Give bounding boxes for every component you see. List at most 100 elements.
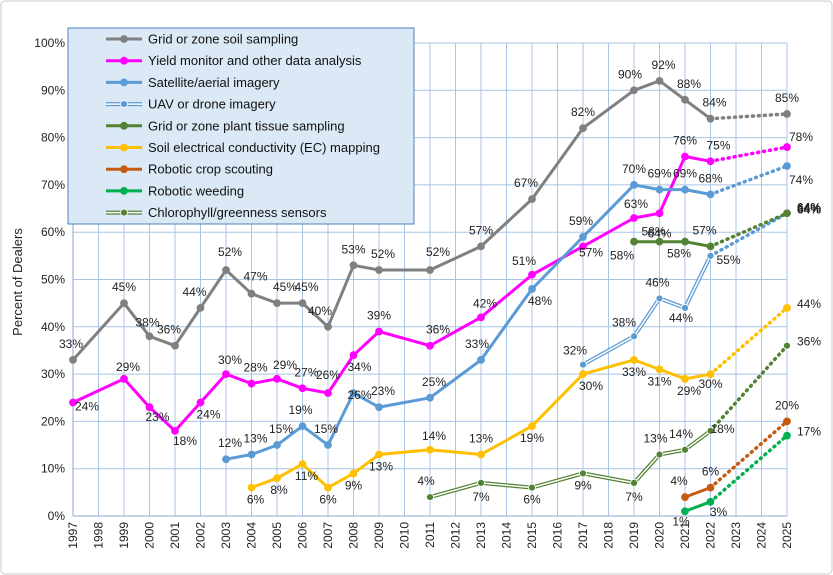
data-label: 15% — [314, 422, 338, 436]
data-point — [298, 460, 307, 468]
data-point — [783, 341, 791, 350]
data-label: 51% — [512, 254, 536, 268]
legend-marker — [120, 143, 128, 152]
data-point — [655, 209, 664, 218]
data-label: 9% — [574, 478, 592, 492]
data-point — [579, 242, 587, 251]
series-3 — [579, 209, 791, 369]
data-label: 59% — [569, 214, 593, 228]
data-point — [375, 327, 383, 336]
data-label: 64% — [647, 226, 671, 240]
y-tick-label: 40% — [41, 320, 65, 334]
data-label: 44% — [182, 285, 206, 299]
data-point — [681, 445, 689, 454]
y-axis-title: Percent of Dealers — [10, 228, 25, 336]
y-tick-label: 10% — [41, 462, 65, 476]
data-label: 44% — [797, 297, 821, 311]
data-label: 4% — [417, 474, 435, 488]
data-point — [528, 270, 536, 279]
data-label: 76% — [673, 134, 697, 148]
data-point — [681, 493, 689, 501]
data-point — [247, 289, 256, 298]
data-label: 19% — [520, 431, 544, 445]
data-point — [426, 266, 434, 274]
data-label: 52% — [371, 247, 395, 261]
data-point — [630, 180, 638, 189]
data-point — [273, 299, 281, 308]
legend-label: UAV or drone imagery — [148, 97, 276, 112]
data-label: 29% — [273, 358, 297, 372]
data-label: 18% — [710, 422, 734, 436]
data-point — [579, 370, 587, 379]
data-point — [477, 450, 485, 459]
data-point — [528, 483, 536, 492]
data-label: 6% — [319, 493, 337, 507]
series-line — [634, 240, 711, 248]
data-label: 70% — [622, 162, 646, 176]
data-label: 45% — [112, 280, 136, 294]
data-point — [477, 356, 485, 364]
data-label: 1% — [672, 514, 690, 528]
series-line-inner — [429, 430, 711, 498]
data-label: 9% — [345, 478, 363, 492]
data-point — [783, 110, 791, 118]
data-label: 3% — [710, 505, 728, 519]
y-tick-label: 80% — [41, 131, 65, 145]
legend-label: Yield monitor and other data analysis — [148, 53, 362, 68]
data-label: 64% — [797, 202, 821, 216]
data-point — [630, 332, 638, 341]
data-point — [375, 266, 383, 274]
x-tick-label: 2008 — [347, 522, 361, 549]
legend-marker — [120, 35, 128, 43]
series-6 — [681, 417, 791, 501]
x-tick-label: 2000 — [143, 522, 157, 549]
data-point — [706, 114, 715, 123]
data-point — [426, 341, 434, 350]
data-point — [706, 497, 715, 506]
legend-marker — [120, 165, 128, 174]
data-label: 69% — [647, 167, 671, 181]
x-tick-label: 2009 — [372, 522, 386, 549]
data-point — [273, 441, 281, 449]
data-label: 58% — [610, 249, 634, 263]
data-point — [324, 322, 332, 331]
data-label: 26% — [347, 388, 371, 402]
data-label: 14% — [669, 427, 693, 441]
data-point — [706, 483, 715, 492]
legend-label: Grid or zone soil sampling — [148, 32, 298, 47]
data-label: 33% — [59, 337, 83, 351]
data-point — [681, 237, 689, 246]
data-point — [247, 450, 256, 459]
data-point — [783, 417, 791, 426]
x-tick-label: 2015 — [525, 522, 539, 549]
data-label: 20% — [775, 398, 799, 412]
data-label: 27% — [294, 365, 318, 379]
data-point — [477, 478, 485, 487]
legend-marker — [120, 78, 128, 87]
data-label: 55% — [716, 253, 740, 267]
data-label: 36% — [426, 323, 450, 337]
legend-label: Robotic crop scouting — [148, 162, 273, 177]
data-label: 38% — [135, 315, 159, 329]
data-label: 84% — [702, 96, 726, 110]
data-label: 57% — [692, 223, 716, 237]
data-label: 42% — [473, 296, 497, 310]
data-label: 92% — [651, 58, 675, 72]
data-point — [579, 233, 587, 241]
data-label: 64% — [797, 200, 821, 214]
y-tick-label: 70% — [41, 178, 65, 192]
data-point — [349, 389, 358, 397]
data-point — [681, 507, 689, 516]
legend-item: Chlorophyll/greenness sensors — [106, 205, 327, 220]
legend-label: Satellite/aerial imagery — [148, 75, 280, 90]
data-point — [120, 299, 128, 308]
projection-line — [708, 211, 789, 249]
legend-marker — [120, 208, 128, 217]
legend-item: Satellite/aerial imagery — [106, 75, 280, 90]
axes: 0% 10% 20% 30% 40% 50% 60% 70% 80% 90% 100% 1997 199… — [34, 36, 794, 549]
data-label: 68% — [698, 171, 722, 185]
data-label: 13% — [243, 432, 267, 446]
data-point — [324, 389, 332, 397]
data-label: 75% — [706, 138, 730, 152]
series-2 — [222, 162, 791, 464]
